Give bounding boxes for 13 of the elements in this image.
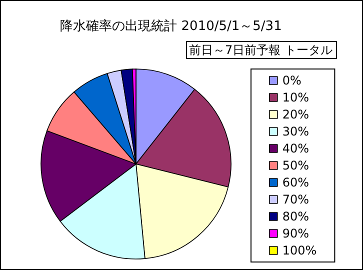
legend-label: 10% [282,90,310,104]
legend-label: 0% [282,74,302,88]
legend-label: 80% [282,210,310,224]
legend-label: 90% [282,226,310,240]
legend-label: 30% [282,124,310,138]
legend-label: 20% [282,108,310,122]
legend-label: 100% [282,244,317,258]
legend-label: 40% [282,142,310,156]
legend-label: 70% [282,192,310,206]
legend-title: 前日～7日前予報 トータル [189,43,332,57]
legend-label: 50% [282,158,310,172]
chart-title: 降水確率の出現統計 2010/5/1～5/31 [60,18,282,34]
legend-label: 60% [282,176,310,190]
